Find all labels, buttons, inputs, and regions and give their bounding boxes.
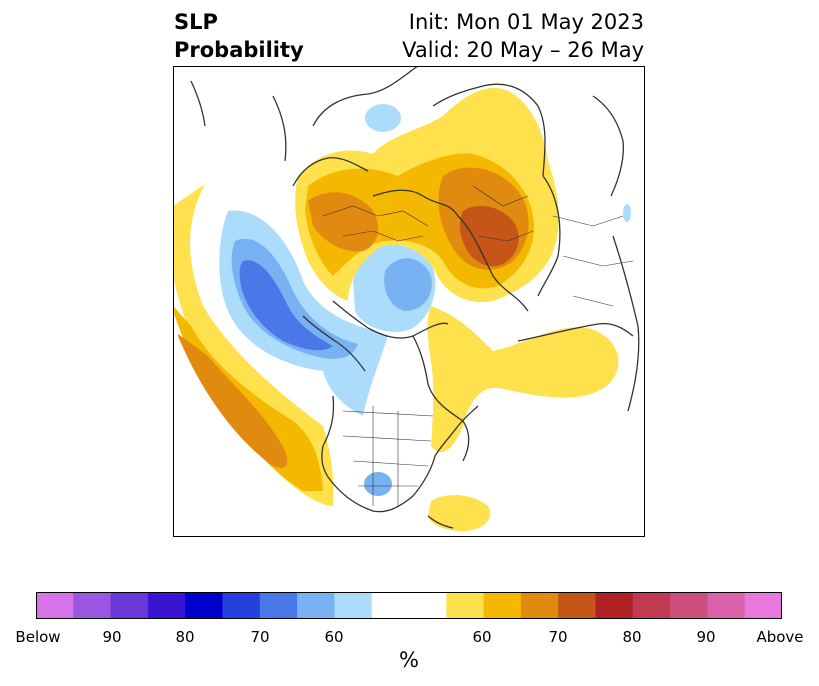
probability-map <box>173 66 645 537</box>
arctic-mid-blue-region <box>384 258 432 311</box>
colorbar-frame <box>36 592 782 619</box>
colorbar-cell <box>185 592 223 619</box>
tick-below: Below <box>15 628 61 646</box>
colorbar-cell <box>371 592 447 619</box>
tick-below-90: 90 <box>102 628 122 646</box>
colorbar-cell <box>147 592 186 619</box>
tick-above: Above <box>756 628 804 646</box>
colorbar-cell <box>222 592 261 619</box>
atlantic-yellow-region <box>427 306 619 453</box>
tick-above-60: 60 <box>472 628 492 646</box>
atlantic-small-yellow-region <box>428 494 491 532</box>
pacific-orange-region <box>178 334 288 468</box>
colorbar-unit: % <box>399 648 419 672</box>
tick-above-80: 80 <box>622 628 642 646</box>
colorbar-cell <box>520 592 559 619</box>
colorbar-cell <box>558 592 596 619</box>
date-info: Init: Mon 01 May 2023 Valid: 20 May – 26… <box>402 8 644 64</box>
pacific-gold-region <box>173 306 323 491</box>
colorbar-cell <box>670 592 708 619</box>
borders <box>322 185 634 506</box>
tick-above-90: 90 <box>696 628 716 646</box>
init-date: Init: Mon 01 May 2023 <box>408 10 644 34</box>
alaska-dark-blue-region <box>239 260 333 351</box>
tick-below-60: 60 <box>324 628 344 646</box>
colorbar <box>36 592 782 619</box>
valid-range: Valid: 20 May – 26 May <box>402 38 644 62</box>
scandinavia-blue-spot <box>365 104 401 132</box>
colorbar-cell <box>483 592 522 619</box>
tick-above-70: 70 <box>548 628 568 646</box>
colorbar-cell <box>259 592 298 619</box>
coastlines <box>190 66 640 529</box>
us-blue-spot <box>364 472 392 496</box>
tick-below-70: 70 <box>250 628 270 646</box>
colorbar-cell <box>297 592 335 619</box>
colorbar-cell <box>744 592 782 619</box>
plot-title: SLP Probability <box>174 8 304 64</box>
title-line-1: SLP <box>174 10 218 34</box>
colorbar-cell <box>595 592 634 619</box>
colorbar-cell <box>110 592 149 619</box>
colorbar-cell <box>36 592 74 619</box>
siberia-dark-orange-region <box>459 205 519 267</box>
colorbar-cell <box>707 592 746 619</box>
colorbar-cell <box>334 592 373 619</box>
colorbar-cell <box>632 592 671 619</box>
map-frame <box>173 66 645 537</box>
colorbar-cell <box>446 592 485 619</box>
siberia-blue-spot <box>623 204 631 222</box>
tick-below-80: 80 <box>175 628 195 646</box>
colorbar-cell <box>73 592 112 619</box>
title-line-2: Probability <box>174 38 304 62</box>
